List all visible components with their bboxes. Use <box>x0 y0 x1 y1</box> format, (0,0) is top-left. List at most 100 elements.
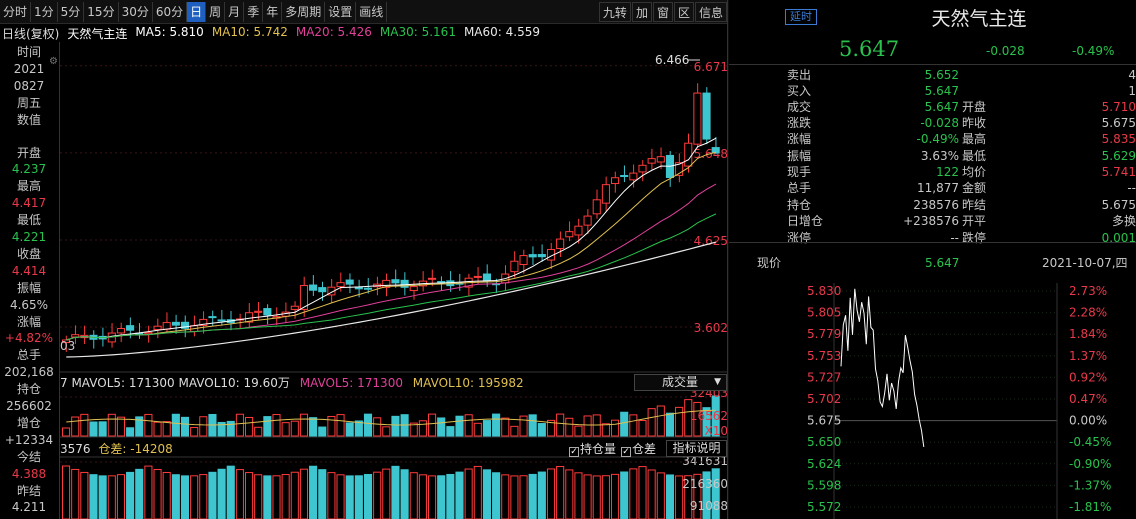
settings-gear-icon[interactable]: ⚙ <box>49 56 58 67</box>
mini-price-tick: 5.779 <box>807 327 841 341</box>
oi-bar <box>537 471 546 519</box>
period-tab-2[interactable]: 5分 <box>58 1 85 22</box>
oi-bar <box>510 475 519 519</box>
last-price: 5.647 <box>839 37 900 61</box>
toolbar-right-button-1[interactable]: 加 <box>631 2 652 22</box>
candle <box>245 303 254 329</box>
toolbar-right-button-2[interactable]: 窗 <box>652 2 673 22</box>
price-change: -0.028 <box>986 44 1025 58</box>
oi-checkbox[interactable]: ✓ 持仓量 <box>569 441 616 457</box>
intraday-mini-chart[interactable]: 5.830 2.73% 5.805 2.28% 5.779 1.84% 5.753 1.37%… <box>729 283 1136 519</box>
period-tab-3[interactable]: 15分 <box>84 1 119 22</box>
volume-bar <box>235 413 244 437</box>
volume-bar <box>482 420 491 437</box>
candle <box>620 165 629 183</box>
quote-value: 11,877 <box>917 181 959 195</box>
volume-bar <box>263 416 272 437</box>
quote-value: 5.647 <box>924 100 959 114</box>
divider <box>729 242 1136 243</box>
period-tab-4[interactable]: 30分 <box>119 1 153 22</box>
price-change-pct: -0.49% <box>1072 44 1115 58</box>
volume-axis-tick: 16562 <box>690 409 727 423</box>
oi-bar <box>245 472 254 519</box>
period-tab-8[interactable]: 月 <box>225 1 245 22</box>
volume-bar <box>89 421 98 437</box>
volume-bar <box>464 414 473 437</box>
toolbar-right-button-3[interactable]: 区 <box>673 2 694 22</box>
volume-bar <box>528 414 537 437</box>
indicator-help-button[interactable]: 指标说明 <box>666 440 727 457</box>
quote-value: +238576 <box>903 214 959 229</box>
candle <box>638 160 647 182</box>
volume-bar <box>71 416 80 437</box>
quote-label: 成交 <box>787 100 812 114</box>
volume-bar <box>437 417 446 437</box>
volume-bar <box>675 406 684 437</box>
volume-bar <box>309 417 318 437</box>
volume-bar <box>601 423 610 437</box>
oi-bar <box>199 474 208 519</box>
volume-bar <box>629 414 638 437</box>
volume-bar <box>693 401 702 437</box>
period-tab-12[interactable]: 设置 <box>325 1 357 22</box>
oi-bar <box>153 469 162 519</box>
indicator-select[interactable]: 成交量 ▼ <box>634 374 727 391</box>
oi-bar <box>144 465 153 519</box>
oi-bar <box>345 475 354 519</box>
volume-bar <box>583 415 592 437</box>
period-tab-0[interactable]: 分时 <box>0 1 32 22</box>
candle <box>574 218 583 244</box>
oi-bar <box>217 468 226 519</box>
period-tab-7[interactable]: 周 <box>206 1 226 22</box>
mini-price-tick: 5.702 <box>807 392 841 406</box>
volume-bar <box>556 413 565 437</box>
ma20-value: MA20: 5.426 <box>295 25 372 39</box>
ma30-line <box>66 213 717 341</box>
oi-bar <box>501 474 510 519</box>
period-tab-11[interactable]: 多周期 <box>282 1 326 22</box>
oi-bar <box>116 474 126 519</box>
checkbox-checked-icon: ✓ <box>569 447 579 457</box>
volume-bar <box>162 421 171 437</box>
volume-bar <box>153 421 162 437</box>
period-tab-6[interactable]: 日 <box>187 1 207 22</box>
candle <box>611 171 620 193</box>
volume-bar <box>126 427 135 437</box>
volume-bar <box>363 413 373 437</box>
candle <box>537 244 546 262</box>
volume-bar <box>537 423 546 437</box>
volume-bar <box>354 420 363 437</box>
oi-bar <box>492 472 501 519</box>
quote-label: 持仓 <box>787 198 812 213</box>
quote-value: 3.63% <box>920 148 959 163</box>
mini-price-tick: 5.753 <box>807 349 841 363</box>
chevron-down-icon: ▼ <box>714 377 721 387</box>
mini-pct-tick: -1.37% <box>1069 478 1111 492</box>
sidebar-vol-label: 总手 <box>16 348 41 363</box>
oi-bar <box>528 473 537 519</box>
kline-chart-area[interactable]: 6.6715.6484.6253.6026.466033240316562X10… <box>60 42 727 519</box>
oi-bar <box>226 465 235 519</box>
oi-bar <box>409 472 418 519</box>
toolbar-right-button-4[interactable]: 信息 <box>694 2 727 22</box>
period-tab-5[interactable]: 60分 <box>153 1 188 22</box>
toolbar-right-button-0[interactable]: 九转 <box>598 2 631 22</box>
price-axis-tick: 6.671 <box>694 60 727 74</box>
mini-price-tick: 5.572 <box>807 500 841 514</box>
mini-price-tick: 5.675 <box>807 414 841 428</box>
oi-bar <box>180 475 190 519</box>
volume-bar <box>144 413 153 437</box>
period-tab-1[interactable]: 1分 <box>31 1 58 22</box>
period-tab-9[interactable]: 季 <box>244 1 264 22</box>
candle <box>656 147 665 170</box>
period-tab-10[interactable]: 年 <box>263 1 283 22</box>
diff-checkbox[interactable]: ✓ 仓差 <box>621 441 656 457</box>
volume-bar <box>418 420 427 437</box>
volume-bar <box>199 416 208 437</box>
oi-bar <box>638 466 647 519</box>
period-tab-13[interactable]: 画线 <box>356 1 388 22</box>
volume-bar <box>665 412 675 437</box>
candle <box>89 330 98 349</box>
volume-bar <box>190 427 199 437</box>
volume-bar <box>281 422 290 437</box>
